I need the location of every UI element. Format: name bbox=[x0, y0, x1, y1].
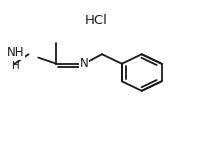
Text: N: N bbox=[80, 57, 89, 70]
Text: NH: NH bbox=[7, 46, 24, 59]
Text: H: H bbox=[12, 61, 20, 71]
Text: HCl: HCl bbox=[85, 14, 108, 27]
